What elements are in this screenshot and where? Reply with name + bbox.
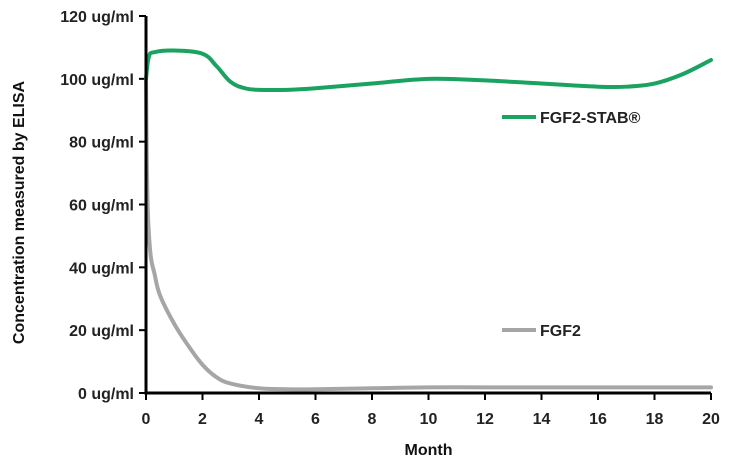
x-tick-label: 0 <box>142 411 151 428</box>
x-tick-label: 10 <box>420 411 438 428</box>
series-layer <box>144 48 713 392</box>
y-tick-label: 80 ug/ml <box>69 135 134 152</box>
x-tick-label: 20 <box>702 411 720 428</box>
x-tick-label: 2 <box>198 411 207 428</box>
y-axis-ticks: 0 ug/ml 20 ug/ml 40 ug/ml 60 ug/ml 80 ug/ml 1… <box>60 9 146 403</box>
x-tick-label: 16 <box>589 411 607 428</box>
y-tick-label: 60 ug/ml <box>69 198 134 215</box>
x-axis-ticks: 0 2 4 6 8 10 12 14 16 18 20 <box>142 393 720 428</box>
y-tick-label: 40 ug/ml <box>69 260 134 277</box>
y-tick-label: 120 ug/ml <box>60 9 134 26</box>
legend-label-fgf2-stab: FGF2-STAB® <box>540 110 641 127</box>
x-tick-label: 18 <box>646 411 664 428</box>
x-tick-label: 6 <box>311 411 320 428</box>
y-tick-label: 100 ug/ml <box>60 72 134 89</box>
x-axis-title: Month <box>405 442 453 459</box>
x-tick-label: 8 <box>368 411 377 428</box>
x-tick-label: 4 <box>255 411 264 428</box>
x-tick-label: 12 <box>476 411 494 428</box>
y-tick-label: 20 ug/ml <box>69 323 134 340</box>
y-axis-title: Concentration measured by ELISA <box>11 80 28 344</box>
legend-label-fgf2: FGF2 <box>540 323 581 340</box>
x-tick-label: 14 <box>533 411 551 428</box>
series-line-fgf2-stab <box>144 48 713 93</box>
y-tick-label: 0 ug/ml <box>78 386 134 403</box>
legend: FGF2-STAB® FGF2 <box>502 110 641 340</box>
series-line-fgf2 <box>144 76 713 392</box>
